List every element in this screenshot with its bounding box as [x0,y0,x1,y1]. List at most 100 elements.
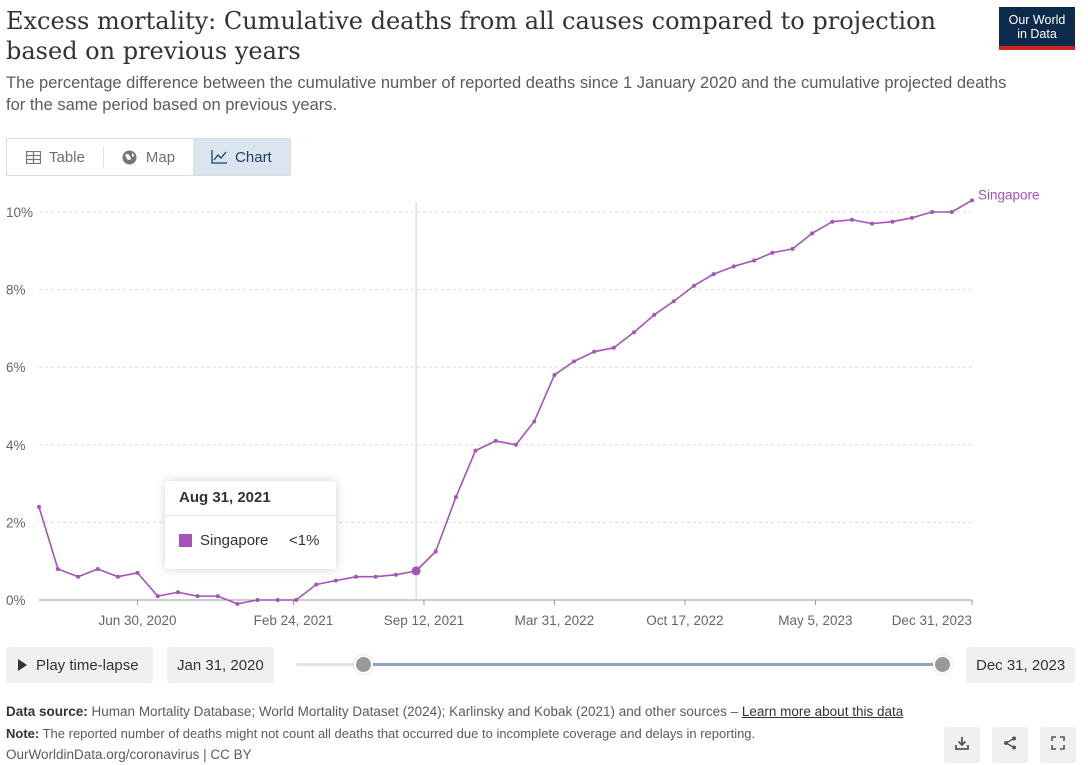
tab-divider [102,147,104,167]
y-tick-label: 2% [6,515,26,530]
tab-chart-label: Chart [235,148,272,166]
download-icon [955,736,969,755]
download-button[interactable] [944,727,980,763]
data-point [652,312,657,317]
y-tick-label: 8% [6,283,26,298]
tooltip-swatch [179,534,192,547]
data-point [37,504,41,509]
owid-logo[interactable]: Our World in Data [999,7,1075,50]
y-tick-label: 6% [6,360,26,375]
tooltip-date: Aug 31, 2021 [179,489,271,506]
data-point [55,566,60,571]
data-point [453,495,458,500]
timeline-end-date[interactable]: Dec 31, 2023 [966,647,1076,683]
y-tick-label: 10% [6,205,33,220]
data-source: Data source: Human Mortality Database; W… [6,703,1026,720]
play-label: Play time-lapse [36,656,139,674]
learn-more-link[interactable]: Learn more about this data [741,704,904,719]
data-point [552,372,557,377]
data-point [294,598,299,602]
tab-map-label: Map [145,148,176,166]
chart-title: Excess mortality: Cumulative deaths from… [6,7,936,65]
tooltip-value: <1% [289,532,320,549]
data-point [532,419,537,424]
data-point [373,574,378,579]
tab-table-label: Table [49,148,85,166]
data-point [970,198,974,203]
timeline-start-handle[interactable] [354,655,373,674]
fullscreen-icon [1051,735,1065,755]
data-point [770,250,775,255]
data-point [930,210,935,214]
data-point [275,598,280,602]
data-point [890,219,895,224]
line-chart-icon [211,149,228,165]
data-point [513,442,518,447]
data-point [810,231,815,236]
data-point [592,349,597,354]
data-point [354,574,359,579]
data-point [731,264,736,269]
view-tabs: Table Map Chart [6,138,291,176]
timeline-selected-range [363,663,942,666]
x-tick-label: Oct 17, 2022 [646,613,723,628]
tooltip-series-name: Singapore [200,532,269,549]
data-point [671,299,676,304]
source-text: Human Mortality Database; World Mortalit… [91,704,739,719]
source-label: Data source: [6,704,88,719]
fullscreen-button[interactable] [1040,727,1076,763]
x-tick-label: Sep 12, 2021 [384,613,464,628]
data-point [493,438,498,443]
data-point [830,219,835,224]
data-point [215,594,220,599]
data-point [473,448,478,453]
data-point [949,210,954,214]
data-point [572,359,577,364]
tooltip-divider [165,515,336,516]
data-point [155,594,160,599]
line-chart[interactable]: 0% 2% 4% 6% 8% 10% Jun 30, 2020 Feb 24, 2021 Sep… [0,180,1088,640]
series-layer: Singapore [37,187,1040,606]
play-icon [18,659,27,671]
hover-point [411,566,421,576]
chart-subtitle: The percentage difference between the cu… [6,74,1007,114]
data-point [611,345,616,350]
data-point [195,594,200,599]
data-point [135,570,140,575]
y-tick-label: 4% [6,438,26,453]
data-point [909,215,914,220]
share-icon [1003,736,1017,755]
share-button[interactable] [992,727,1028,763]
grid-layer [39,211,972,523]
data-point [76,574,81,579]
data-point [849,217,854,222]
chart-note: Note: The reported number of deaths migh… [6,725,1026,742]
note-label: Note: [6,726,40,741]
chart-url[interactable]: OurWorldinData.org/coronavirus | CC BY [6,747,252,762]
x-tick-label: Feb 24, 2021 [254,613,334,628]
data-point [632,330,637,335]
data-point [433,549,438,554]
series-label-singapore: Singapore [978,187,1040,202]
timeline-end-handle[interactable] [933,655,952,674]
x-tick-label: Jun 30, 2020 [98,613,176,628]
data-point [235,601,240,606]
x-tick-label: May 5, 2023 [778,613,852,628]
tab-table[interactable]: Table [7,139,103,175]
data-point [870,221,875,226]
tab-chart[interactable]: Chart [193,139,290,175]
x-tick-label: Dec 31, 2023 [892,613,972,628]
table-icon [25,149,41,165]
series-line-singapore [38,199,973,605]
data-point [790,246,795,251]
data-point [393,572,398,577]
data-point [711,272,716,277]
data-point [692,283,697,288]
data-point [255,598,260,602]
y-tick-label: 0% [6,593,26,608]
play-timelapse-button[interactable]: Play time-lapse [6,647,153,683]
tab-map[interactable]: Map [104,139,193,175]
timeline-start-date[interactable]: Jan 31, 2020 [167,647,274,683]
logo-line-2: in Data [1017,27,1057,41]
data-point [752,258,757,263]
